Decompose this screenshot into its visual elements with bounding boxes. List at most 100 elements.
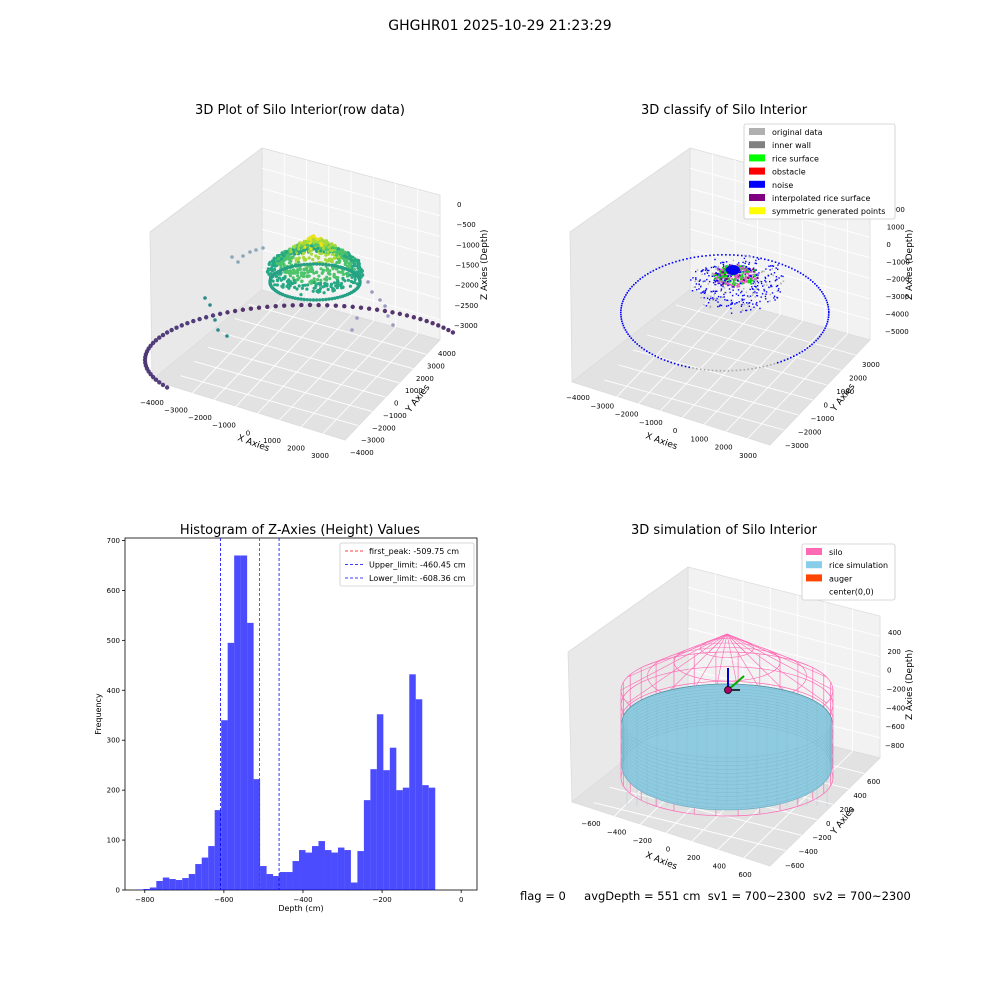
- data-point: [712, 266, 715, 268]
- data-point: [248, 306, 254, 311]
- data-point: [773, 363, 776, 365]
- data-point: [297, 268, 301, 272]
- data-point: [776, 361, 779, 364]
- data-point: [749, 295, 752, 297]
- data-point: [750, 309, 752, 311]
- data-point: [336, 281, 340, 285]
- data-point: [732, 289, 734, 291]
- data-point: [718, 268, 721, 271]
- data-point: [824, 327, 826, 329]
- data-point: [755, 262, 758, 265]
- data-point: [740, 305, 743, 307]
- data-point: [312, 234, 316, 238]
- data-point: [768, 265, 770, 267]
- data-point: [825, 299, 828, 302]
- data-point: [782, 280, 785, 282]
- data-point: [761, 271, 763, 273]
- data-point: [719, 276, 722, 279]
- data-point: [689, 257, 692, 259]
- data-point: [314, 262, 319, 266]
- data-point: [682, 258, 684, 261]
- data-point: [765, 293, 767, 295]
- data-point: [722, 266, 724, 269]
- data-point: [343, 279, 347, 283]
- data-point: [350, 328, 354, 332]
- data-point: [764, 295, 767, 298]
- data-point: [769, 280, 771, 283]
- data-point: [720, 288, 723, 290]
- data-point: [765, 291, 768, 293]
- data-point: [755, 269, 757, 271]
- data-point: [765, 268, 767, 270]
- data-point: [314, 254, 318, 258]
- histogram-bar: [357, 851, 364, 890]
- plot4-zlabel: Z Axies (Depth): [905, 649, 915, 720]
- data-point: [725, 275, 728, 277]
- data-point: [807, 277, 810, 279]
- data-point: [771, 292, 774, 294]
- data-point: [717, 305, 719, 308]
- data-point: [313, 243, 317, 247]
- x-tick-label: 200: [687, 854, 700, 862]
- data-point: [796, 353, 798, 356]
- data-point: [724, 277, 727, 279]
- data-point: [752, 292, 754, 294]
- data-point: [297, 260, 301, 264]
- data-point: [727, 275, 729, 278]
- data-point: [763, 270, 765, 273]
- z-tick-label: −5000: [885, 328, 909, 336]
- data-point: [753, 278, 756, 280]
- data-point: [664, 264, 667, 266]
- data-point: [305, 275, 309, 279]
- data-point: [710, 290, 712, 293]
- data-point: [752, 282, 754, 285]
- data-point: [275, 261, 279, 265]
- legend-swatch: [806, 574, 822, 582]
- data-point: [748, 274, 750, 277]
- histogram-bar: [195, 864, 202, 890]
- data-point: [670, 361, 672, 364]
- data-point: [622, 300, 624, 303]
- legend-label: Upper_limit: -460.45 cm: [369, 561, 466, 570]
- data-point: [818, 335, 821, 338]
- data-point: [191, 318, 196, 324]
- data-point: [620, 316, 622, 318]
- data-point: [764, 258, 766, 261]
- data-point: [692, 367, 694, 369]
- data-point: [741, 299, 744, 301]
- legend-label: rice simulation: [829, 561, 888, 570]
- plot2-zlabel: Z Axies (Depth): [905, 229, 915, 300]
- center-marker: [724, 686, 732, 694]
- data-point: [763, 284, 765, 286]
- data-point: [744, 254, 746, 257]
- plot2-title: 3D classify of Silo Interior: [640, 103, 808, 118]
- data-point: [756, 276, 759, 279]
- data-point: [752, 273, 755, 276]
- grid-line: [689, 228, 871, 279]
- data-point: [157, 380, 162, 385]
- data-point: [734, 278, 736, 281]
- data-point: [643, 348, 645, 351]
- data-point: [759, 300, 761, 303]
- data-point: [769, 265, 772, 267]
- data-point: [826, 320, 829, 323]
- data-point: [743, 257, 746, 260]
- data-point: [317, 255, 321, 259]
- data-point: [723, 370, 726, 372]
- data-point: [774, 299, 776, 301]
- data-point: [760, 296, 762, 298]
- data-point: [324, 243, 328, 247]
- data-point: [700, 297, 702, 299]
- data-point: [750, 270, 753, 273]
- data-point: [273, 283, 277, 287]
- data-point: [767, 301, 769, 303]
- legend-label: first_peak: -509.75 cm: [369, 547, 459, 556]
- data-point: [743, 298, 745, 301]
- data-point: [333, 303, 339, 308]
- data-point: [319, 246, 323, 251]
- data-point: [684, 365, 687, 368]
- data-point: [751, 277, 753, 279]
- data-point: [293, 271, 297, 275]
